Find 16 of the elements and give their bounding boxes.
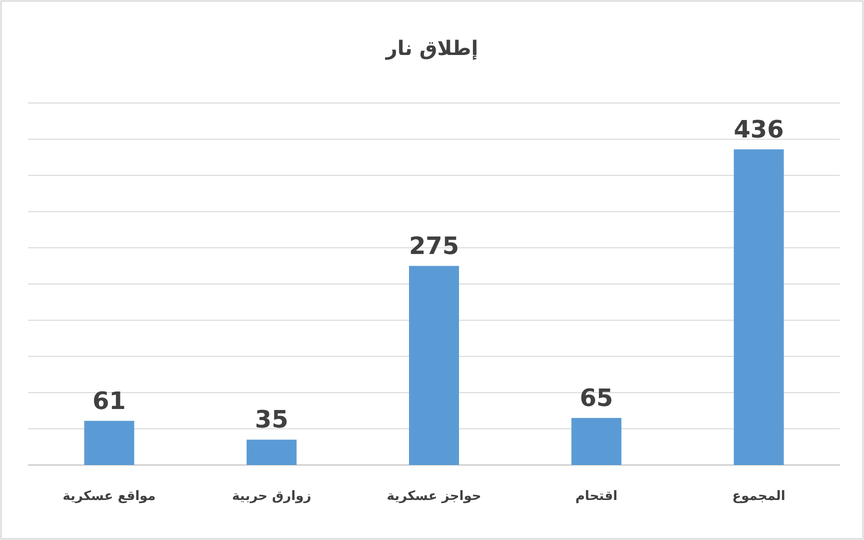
bar bbox=[246, 440, 297, 465]
x-tick-label: حواجز عسكرية bbox=[386, 489, 482, 504]
data-label: 65 bbox=[580, 384, 614, 412]
bar bbox=[571, 418, 622, 465]
x-tick-label: اقتحام bbox=[575, 489, 618, 504]
bar bbox=[409, 266, 459, 465]
data-label: 35 bbox=[254, 406, 288, 434]
x-tick-label: المجموع bbox=[732, 489, 786, 504]
data-label: 61 bbox=[92, 386, 126, 415]
data-label: 436 bbox=[734, 115, 784, 144]
x-tick-label: مواقع عسكرية bbox=[62, 489, 156, 504]
bar bbox=[734, 149, 784, 465]
bar bbox=[84, 420, 134, 465]
data-label: 275 bbox=[408, 232, 460, 260]
chart-title: إطلاق نار bbox=[384, 36, 478, 60]
x-tick-label: زوارق حربية bbox=[232, 489, 312, 504]
